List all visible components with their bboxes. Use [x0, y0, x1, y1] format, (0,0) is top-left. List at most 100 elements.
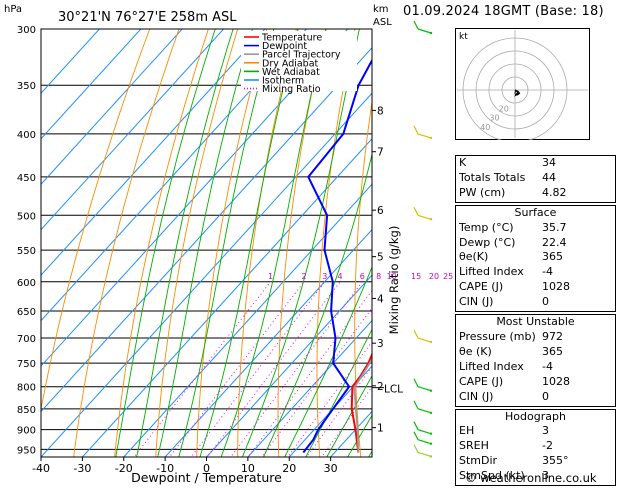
mu-row: Lifted Index -4 — [459, 359, 553, 373]
footer-credit[interactable]: © weatheronline.co.uk — [465, 471, 597, 485]
legend-label: Mixing Ratio — [262, 84, 321, 95]
wet-adiabat-line — [157, 29, 253, 457]
pressure-tick-label: 950 — [17, 445, 36, 456]
dry-adiabat-line — [237, 29, 297, 457]
temperature-tick-label: 30 — [324, 462, 338, 475]
pressure-tick-label: 400 — [17, 130, 36, 141]
legend-label: Dry Adiabat — [262, 58, 319, 69]
asl-label: ASL — [373, 17, 392, 28]
dry-adiabat-line — [73, 29, 180, 457]
temperature-tick-label: -10 — [156, 462, 174, 475]
temperature-tick-label: -20 — [115, 462, 133, 475]
pressure-tick-label: 450 — [17, 173, 36, 184]
isotherm-line — [41, 29, 183, 185]
index-value: 34 — [542, 156, 556, 169]
index-value: 4.82 — [542, 185, 567, 199]
isotherm-line — [41, 29, 101, 95]
pressure-tick-label: 550 — [17, 246, 36, 257]
mixing-ratio-label: 20 — [429, 272, 439, 281]
date-title: 01.09.2024 18GMT (Base: 18) — [403, 4, 604, 19]
hodograph-ring-label: 20 — [499, 104, 509, 113]
mixing-ratio-label: 8 — [376, 272, 381, 281]
mixing-ratio-label: 2 — [302, 272, 307, 281]
dry-adiabat-line — [427, 4, 447, 468]
index-label: PW (cm) — [459, 185, 506, 199]
isotherm-line — [41, 92, 372, 457]
surface-row: Lifted Index -4 — [459, 265, 553, 279]
mixing-ratio-label: 10 — [387, 272, 397, 281]
hodograph-kt-label: kt — [459, 32, 468, 42]
mixing-ratio-line — [321, 386, 372, 457]
hpa-label: hPa — [4, 4, 22, 15]
pressure-tick-label: 500 — [17, 211, 36, 222]
mixing-ratio-label: 15 — [411, 272, 421, 281]
wind-barb-flag — [413, 431, 419, 440]
pressure-tick-label: 700 — [17, 334, 36, 345]
temperature-line — [350, 351, 372, 453]
surface-row: θe(K) 365 — [459, 250, 563, 264]
wet-adiabat-line — [284, 265, 372, 457]
mixing-ratio-label: 6 — [360, 272, 365, 281]
surface-row: Dewp (°C) 22.4 — [459, 235, 567, 249]
wind-barb-dot — [429, 389, 433, 392]
mu-row: CIN (J) 0 — [459, 389, 549, 403]
wind-barb-dot — [429, 31, 433, 35]
legend-label: Dewpoint — [262, 41, 307, 52]
surface-row: CAPE (J) 1028 — [459, 280, 570, 294]
hodograph-ring-label: 40 — [480, 123, 490, 132]
temperature-tick-label: -40 — [32, 462, 50, 475]
mixing-ratio-label: 3 — [322, 272, 327, 281]
x-axis-title: Dewpoint / Temperature — [131, 470, 282, 485]
index-row: Totals Totals 44 — [456, 171, 615, 186]
pressure-tick-label: 300 — [17, 25, 36, 36]
indices-box: K 34 Totals Totals 44 PW (cm) 4.82 — [455, 155, 616, 203]
wind-barb-dot — [429, 432, 433, 435]
wet-adiabat-line — [178, 29, 275, 457]
mu-row: θe (K) 365 — [459, 344, 563, 358]
legend-label: Temperature — [261, 33, 322, 44]
wind-barb — [413, 400, 433, 415]
parcel-trajectory-line — [353, 357, 372, 453]
pressure-tick-label: 350 — [17, 81, 36, 92]
dry-adiabat-line — [277, 29, 327, 457]
wind-barb — [413, 444, 433, 458]
km-tick-label: 3 — [377, 338, 384, 350]
mixing-ratio-label: 25 — [443, 272, 453, 281]
wind-barb-staff — [417, 28, 432, 34]
wind-barb — [413, 378, 433, 392]
wet-adiabat-line — [199, 29, 299, 457]
wind-barb-flag — [413, 421, 419, 430]
wet-adiabat-line — [241, 29, 360, 457]
dewpoint-line — [302, 58, 372, 454]
dry-adiabat-line — [354, 99, 372, 457]
legend-label: Wet Adiabat — [262, 67, 320, 78]
hodograph-title: Hodograph — [505, 409, 566, 423]
wind-barb-dot — [429, 455, 433, 458]
pressure-tick-label: 900 — [17, 426, 36, 437]
hodograph-ring-label: 30 — [489, 114, 499, 123]
wet-adiabat-line — [220, 29, 327, 457]
km-tick-label: 6 — [377, 205, 384, 217]
mixing-ratio-line — [190, 281, 326, 457]
km-tick-label: 1 — [377, 423, 384, 435]
km-tick-label: 2 — [377, 381, 384, 393]
wind-barb-dot — [429, 218, 433, 221]
wind-barb-flag — [413, 400, 419, 410]
wind-barb-staff — [417, 451, 432, 458]
mixing-ratio-line — [247, 289, 372, 457]
index-row: K 34 — [456, 156, 615, 171]
mu-row: Pressure (mb) 972 — [459, 329, 563, 343]
dry-adiabat-line — [114, 29, 209, 457]
hodograph-box: Hodograph EH 3 SREH -2 StmDir 355° StmSpd (… — [455, 408, 616, 487]
surface-row: CIN (J) 0 — [459, 295, 549, 309]
wet-adiabat-line — [115, 29, 216, 457]
indices-panel: K 34 Totals Totals 44 PW (cm) 4.82 Surface … — [455, 155, 616, 488]
mixing-ratio-label: 1 — [268, 272, 273, 281]
index-label: K — [459, 156, 467, 169]
surface-row: Temp (°C) 35.7 — [459, 220, 567, 234]
wind-barb-staff — [417, 429, 432, 435]
isotherm-line — [164, 228, 372, 457]
wet-adiabat-line — [347, 414, 372, 457]
